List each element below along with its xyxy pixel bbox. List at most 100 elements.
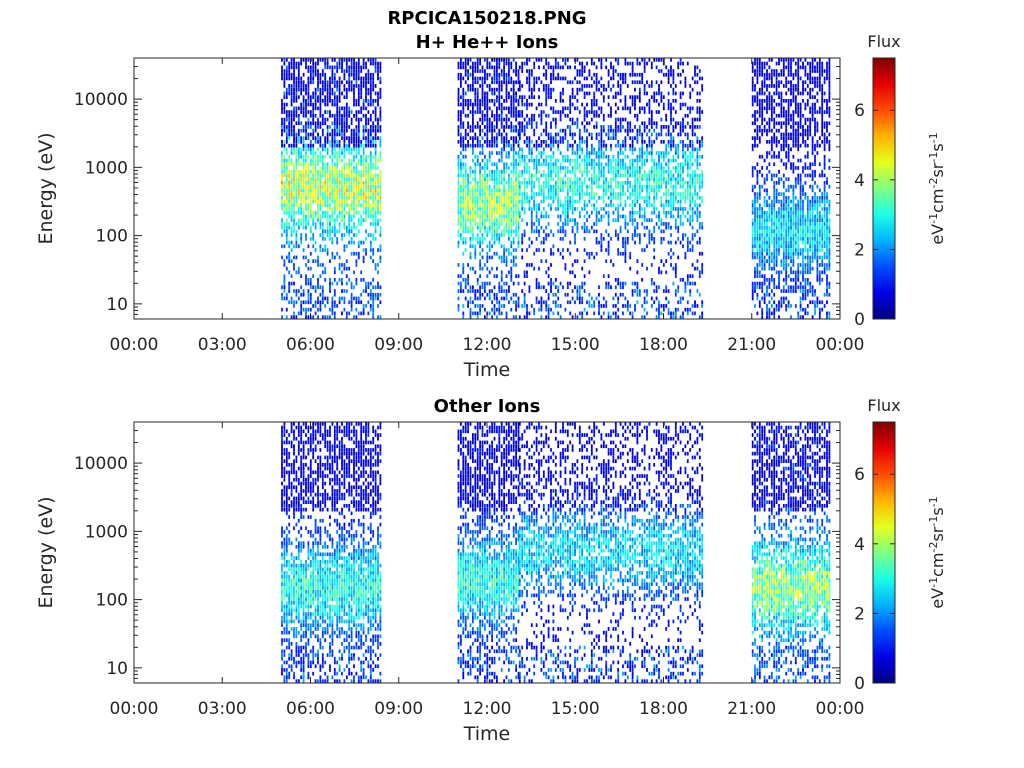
flux-cell — [331, 166, 334, 170]
flux-cell — [469, 192, 472, 196]
flux-cell — [372, 222, 375, 226]
flux-cell — [474, 207, 477, 211]
flux-cell — [517, 151, 520, 155]
flux-cell — [319, 192, 322, 196]
flux-cell — [600, 240, 603, 245]
flux-cell — [341, 289, 343, 293]
flux-cell — [350, 162, 353, 167]
flux-cell — [643, 289, 646, 293]
flux-cell — [515, 192, 517, 196]
flux-cell — [341, 237, 343, 241]
flux-cell — [324, 147, 327, 152]
flux-cell — [569, 95, 572, 99]
flux-cell — [374, 162, 377, 167]
flux-cell — [462, 125, 465, 129]
flux-cell — [281, 72, 283, 77]
flux-cell — [305, 154, 307, 159]
flux-cell — [547, 154, 550, 159]
flux-cell — [523, 296, 526, 301]
flux-cell — [496, 58, 498, 62]
flux-cell — [503, 203, 505, 208]
flux-cell — [554, 76, 557, 81]
flux-cell — [550, 177, 552, 181]
flux-cell — [665, 154, 668, 159]
flux-cell — [624, 255, 627, 260]
flux-cell — [281, 99, 283, 103]
flux-cell — [474, 184, 477, 189]
flux-cell — [547, 65, 550, 70]
flux-cell — [488, 296, 491, 301]
flux-cell — [557, 147, 560, 152]
flux-cell — [355, 143, 358, 148]
flux-cell — [491, 169, 493, 174]
flux-cell — [550, 184, 552, 189]
flux-cell — [281, 199, 283, 204]
flux-cell — [500, 151, 503, 155]
flux-cell — [293, 315, 295, 319]
flux-cell — [367, 72, 370, 77]
flux-cell — [345, 225, 348, 230]
flux-cell — [479, 203, 481, 208]
flux-cell — [510, 307, 513, 312]
flux-cell — [326, 125, 329, 129]
flux-cell — [357, 102, 360, 107]
flux-cell — [484, 95, 486, 99]
flux-cell — [578, 80, 581, 85]
flux-cell — [462, 278, 465, 282]
flux-cell — [658, 154, 660, 159]
flux-cell — [559, 110, 562, 114]
flux-cell — [336, 132, 339, 137]
flux-cell — [526, 196, 528, 200]
flux-cell — [629, 196, 632, 200]
flux-cell — [624, 166, 627, 170]
flux-cell — [377, 95, 379, 99]
flux-cell — [285, 210, 288, 215]
flux-cell — [377, 173, 379, 178]
flux-cell — [571, 132, 574, 137]
flux-cell — [605, 281, 608, 286]
flux-cell — [576, 181, 579, 185]
flux-cell — [595, 251, 598, 256]
flux-cell — [317, 184, 319, 189]
flux-cell — [665, 151, 668, 155]
flux-cell — [302, 199, 305, 204]
flux-cell — [500, 196, 503, 200]
flux-cell — [355, 225, 358, 230]
flux-cell — [528, 69, 531, 73]
flux-cell — [319, 110, 322, 114]
flux-cell — [559, 225, 562, 230]
flux-cell — [295, 162, 298, 167]
flux-cell — [605, 147, 608, 152]
flux-cell — [467, 102, 469, 107]
flux-cell — [343, 207, 346, 211]
flux-cell — [624, 244, 627, 249]
flux-cell — [598, 181, 600, 185]
flux-cell — [457, 99, 460, 103]
flux-cell — [498, 214, 501, 219]
flux-cell — [324, 304, 327, 308]
flux-cell — [593, 113, 596, 118]
flux-cell — [488, 218, 491, 222]
flux-cell — [574, 188, 576, 193]
flux-cell — [372, 173, 375, 178]
flux-cell — [365, 61, 367, 66]
flux-cell — [288, 281, 291, 286]
flux-cell — [281, 132, 283, 137]
flux-cell — [498, 58, 501, 62]
flux-cell — [484, 169, 486, 174]
flux-cell — [324, 266, 327, 271]
flux-cell — [307, 91, 310, 96]
flux-cell — [641, 196, 644, 200]
flux-cell — [600, 143, 603, 148]
flux-cell — [554, 136, 557, 140]
flux-cell — [300, 192, 303, 196]
flux-cell — [472, 61, 474, 66]
flux-cell — [379, 154, 382, 159]
flux-cell — [540, 210, 543, 215]
flux-cell — [341, 188, 343, 193]
flux-cell — [469, 65, 472, 70]
flux-cell — [319, 102, 322, 107]
flux-cell — [464, 281, 467, 286]
flux-cell — [648, 203, 651, 208]
flux-cell — [486, 72, 489, 77]
